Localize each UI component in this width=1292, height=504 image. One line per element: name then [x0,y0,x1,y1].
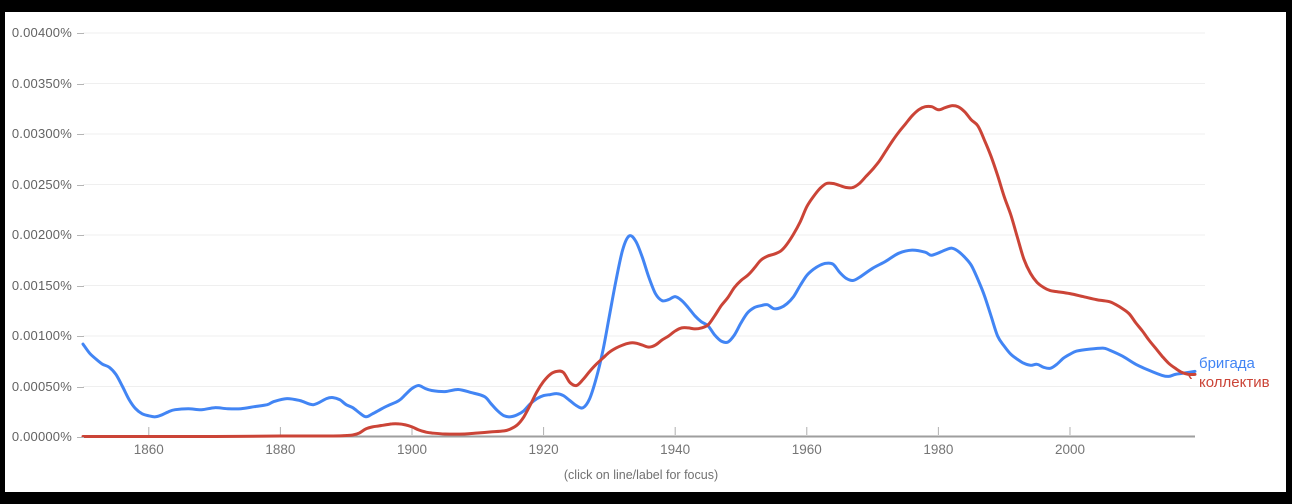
label-pointer-icon: ‹ [1188,367,1193,383]
y-axis-label: 0.00150% [11,277,72,293]
x-axis-label: 1980 [923,442,954,457]
y-tick-dash [77,83,84,85]
y-tick-dash [77,235,84,236]
series-line-kollektiv[interactable] [81,104,1197,439]
y-tick-dash [77,134,84,135]
series-label-brigada[interactable]: бригада [1199,355,1255,372]
x-axis-label: 1960 [791,442,822,457]
y-axis-label: 0.00050% [11,378,72,394]
y-axis-label: 0.00100% [11,328,72,343]
y-tick-dash [77,386,84,388]
y-axis-label: 0.00400% [11,25,72,40]
x-axis-label: 1880 [265,442,296,457]
y-tick-dash [77,336,84,337]
y-axis-label: 0.00300% [11,126,72,141]
series-label-kollektiv[interactable]: коллектив [1199,374,1270,391]
x-axis-label: 1940 [660,442,691,457]
y-tick-dash [77,33,84,34]
y-axis-label: 0.00200% [11,227,72,242]
y-tick-dash [77,285,84,287]
x-axis-label: 1860 [133,442,164,457]
x-axis-label: 2000 [1054,442,1085,457]
y-axis-label: 0.00350% [11,75,72,91]
chart-footnote: (click on line/label for focus) [563,468,719,482]
y-axis-label: 0.00000% [11,429,72,444]
y-tick-dash [77,184,84,186]
x-axis-label: 1900 [396,442,427,457]
x-axis-label: 1920 [528,442,559,457]
ngram-line-chart[interactable] [5,12,1286,492]
y-axis-label: 0.00250% [11,176,72,192]
ngram-chart-canvas: 0.00000% 0.00050% 0.00100% 0.00150% 0.00200%… [5,12,1286,492]
y-tick-dash [77,437,84,438]
series-line-brigada[interactable] [81,234,1197,419]
